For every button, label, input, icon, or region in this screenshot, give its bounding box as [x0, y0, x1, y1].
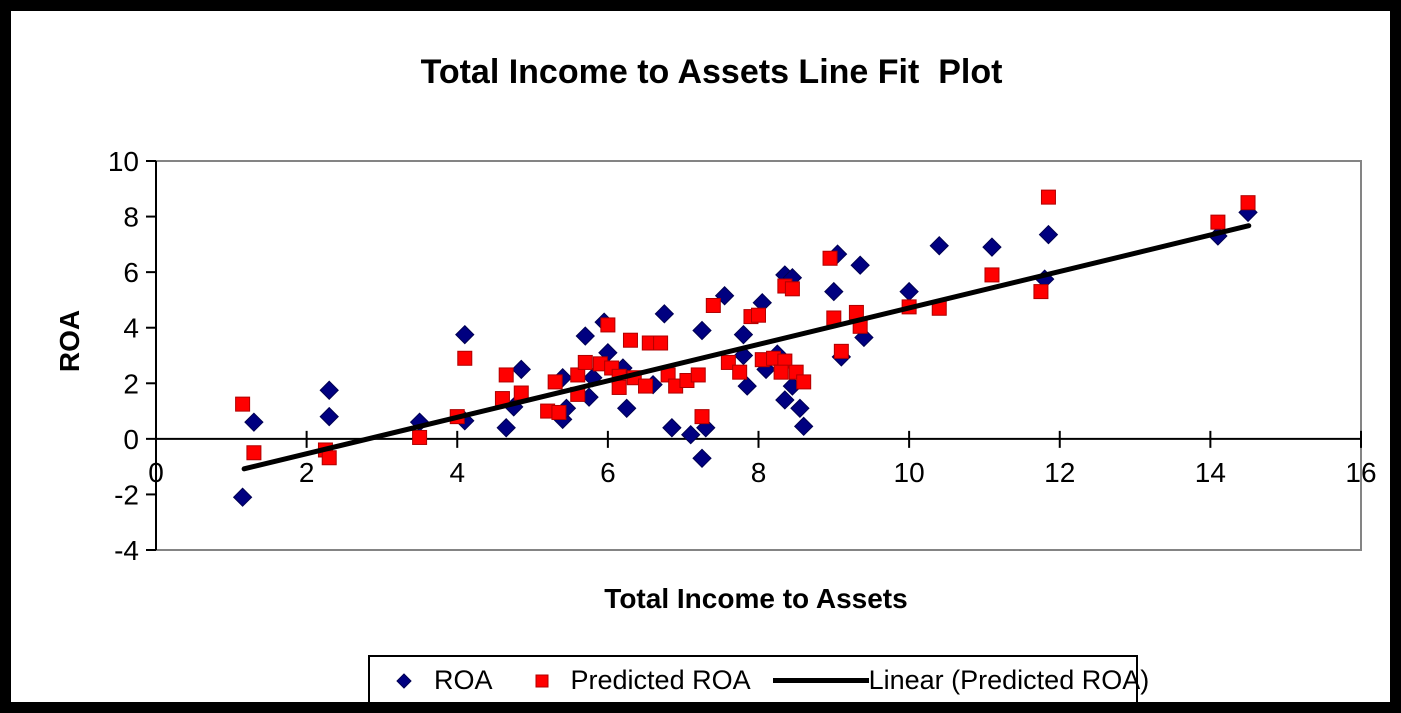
predicted-roa-point	[321, 450, 337, 466]
roa-point	[982, 237, 1002, 257]
roa-point	[244, 412, 264, 432]
predicted-roa-point	[751, 307, 766, 323]
roa-point	[616, 398, 637, 419]
x-tick-label: 2	[299, 457, 315, 488]
predicted-roa-point	[1033, 284, 1049, 300]
predicted-roa-point	[638, 378, 654, 394]
predicted-roa-point	[705, 297, 721, 313]
predicted-roa-series	[235, 189, 1256, 466]
roa-point	[733, 324, 754, 345]
y-tick-label: 4	[123, 313, 139, 344]
roa-point	[511, 359, 531, 380]
predicted-roa-point	[412, 429, 428, 445]
y-tick-label: -4	[114, 535, 139, 566]
x-tick-label: 8	[751, 457, 767, 488]
predicted-roa-point	[690, 367, 706, 383]
predicted-roa-point	[1240, 195, 1256, 211]
x-axis-ticks: 0 2 4 6 8 10 12 14 16	[148, 430, 1377, 488]
predicted-roa-point	[822, 250, 838, 266]
x-tick-label: 6	[600, 457, 616, 488]
x-tick-label: 12	[1044, 457, 1075, 488]
predicted-roa-point	[984, 267, 1000, 283]
roa-point	[714, 286, 735, 306]
legend-label-linear: Linear (Predicted ROA)	[868, 665, 1150, 695]
predicted-roa-point	[513, 385, 529, 401]
predicted-roa-point	[235, 396, 251, 412]
legend-item-roa: ROA	[396, 665, 535, 696]
predicted-roa-point	[551, 404, 567, 420]
x-axis-title: Total Income to Assets	[604, 583, 908, 614]
plot-area: -4 -2 0 2 4 6 8 10 0 2 4 6 8 10 12 14 16	[108, 146, 1377, 566]
predicted-roa-point	[457, 350, 473, 366]
x-tick-label: 16	[1345, 457, 1376, 488]
legend: ROA Predicted ROA Linear (Predicted ROA)	[368, 655, 1149, 702]
y-tick-label: 10	[108, 146, 139, 177]
predicted-roa-point	[246, 445, 262, 461]
roa-point	[1038, 224, 1059, 245]
predicted-roa-point	[833, 343, 849, 359]
x-tick-label: 10	[894, 457, 925, 488]
roa-point	[496, 418, 516, 438]
y-tick-label: 8	[123, 202, 139, 233]
predicted-roa-point	[577, 354, 593, 370]
predicted-roa-point	[570, 367, 586, 383]
roa-point	[696, 418, 716, 438]
predicted-roa-point	[694, 409, 710, 425]
x-tick-label: 0	[148, 457, 164, 488]
predicted-roa-point	[498, 367, 514, 383]
predicted-roa-point	[720, 354, 736, 370]
roa-point	[575, 326, 595, 346]
roa-point	[654, 304, 675, 324]
roa-point	[455, 324, 475, 345]
roa-point	[319, 380, 339, 400]
roa-point	[737, 376, 757, 396]
roa-point	[319, 406, 339, 427]
predicted-roa-point	[1040, 189, 1056, 205]
roa-point	[793, 416, 814, 437]
predicted-roa-point	[784, 281, 800, 297]
y-tick-label: 2	[123, 368, 139, 399]
legend-item-predicted-roa: Predicted ROA	[535, 665, 773, 696]
predicted-roa-point	[653, 335, 669, 351]
predicted-roa-point	[611, 379, 627, 395]
trend-line	[241, 223, 1252, 472]
roa-point	[899, 281, 919, 302]
roa-point	[692, 448, 712, 469]
predicted-roa-point	[773, 364, 789, 380]
y-tick-label: 6	[123, 257, 139, 288]
y-tick-label: -2	[114, 479, 139, 510]
predicted-roa-point	[796, 374, 812, 390]
chart-title: Total Income to Assets Line Fit Plot	[420, 53, 1003, 91]
roa-point	[775, 390, 795, 410]
linear-line-icon	[772, 678, 869, 683]
x-tick-label: 4	[449, 457, 465, 488]
predicted-roa-point	[600, 317, 616, 333]
roa-point	[692, 320, 712, 341]
predicted-roa-point	[732, 364, 748, 380]
predicted-roa-square-icon	[535, 674, 549, 687]
roa-point	[681, 424, 701, 445]
roa-point	[790, 398, 810, 419]
roa-series	[232, 202, 1258, 507]
x-tick-label: 14	[1195, 457, 1226, 488]
predicted-roa-point	[1210, 214, 1226, 230]
legend-item-linear: Linear (Predicted ROA)	[772, 665, 1150, 696]
y-axis-ticks: -4 -2 0 2 4 6 8 10	[108, 146, 156, 566]
roa-point	[662, 418, 682, 438]
legend-label-predicted-roa: Predicted ROA	[570, 665, 751, 695]
roa-point	[850, 255, 870, 275]
roa-diamond-icon	[396, 672, 412, 689]
y-tick-label: 0	[123, 424, 139, 455]
predicted-roa-point	[622, 332, 638, 348]
roa-point	[929, 236, 949, 256]
legend-label-roa: ROA	[434, 665, 493, 695]
predicted-roa-point	[547, 374, 563, 390]
roa-point	[824, 281, 844, 302]
roa-point	[232, 487, 253, 507]
